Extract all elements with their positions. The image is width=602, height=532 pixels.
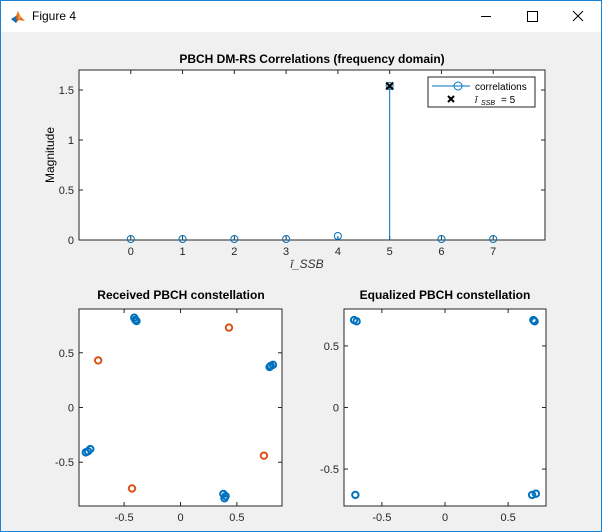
received-xtick-label: 0.5	[229, 512, 244, 524]
peak-cross-stroke	[385, 81, 394, 91]
correlation-ytick-label: 1.5	[59, 85, 74, 97]
received-point	[93, 356, 103, 365]
equalized-xtick-label: 0.5	[500, 512, 515, 524]
received-title: Received PBCH constellation	[97, 288, 264, 302]
correlation-xtick-label: 1	[179, 246, 185, 258]
correlation-xlabel-symbol: ī_SSB	[290, 257, 323, 271]
figure-canvas: PBCH DM-RS Correlations (frequency domai…	[43, 52, 547, 524]
equalized-point	[530, 317, 539, 326]
stem-marker	[178, 235, 187, 243]
legend-box	[427, 76, 536, 108]
peak-marker	[385, 81, 394, 91]
legend-circle-icon	[453, 81, 463, 91]
correlation-xlabel: ī_SSB	[290, 257, 323, 271]
equalized-xtick-label: 0	[442, 512, 448, 524]
received-point	[81, 448, 90, 457]
received-points	[81, 313, 278, 503]
correlation-xtick-label: 4	[335, 246, 341, 258]
legend-cross-icon	[447, 95, 455, 103]
received-point	[224, 323, 234, 332]
equalized-point	[531, 489, 541, 498]
correlation-xtick-label: 2	[231, 246, 237, 258]
received-point	[265, 362, 274, 372]
received-point	[127, 484, 137, 493]
minimize-button[interactable]	[463, 1, 509, 32]
received-ytick-label: 0.5	[59, 348, 74, 360]
matlab-icon	[10, 9, 26, 25]
correlation-axes[interactable]: PBCH DM-RS Correlations (frequency domai…	[43, 52, 546, 271]
correlation-xtick-label: 6	[438, 246, 444, 258]
correlation-legend[interactable]: correlations ī SSB = 5	[427, 76, 536, 108]
correlation-ytick-label: 0.5	[59, 185, 74, 197]
maximize-icon	[527, 11, 538, 22]
correlation-ylabel: Magnitude	[43, 127, 57, 183]
equalized-ytick-label: -0.5	[320, 464, 339, 476]
received-point	[131, 315, 140, 325]
correlation-xtick-label: 0	[128, 246, 134, 258]
maximize-button[interactable]	[509, 1, 555, 32]
equalized-point	[352, 317, 361, 326]
equalized-point	[527, 490, 537, 500]
equalized-ytick-label: 0	[333, 403, 339, 415]
legend-entry-correlations: correlations	[475, 82, 527, 93]
title-bar[interactable]: Figure 4	[1, 1, 601, 32]
received-xtick-label: -0.5	[115, 512, 134, 524]
correlation-xtick-label: 5	[387, 246, 393, 258]
legend-entry-issb-subscript: SSB	[481, 100, 495, 107]
stem-marker	[282, 235, 291, 243]
stem-marker	[126, 235, 135, 243]
equalized-point	[351, 490, 360, 500]
correlation-title: PBCH DM-RS Correlations (frequency domai…	[179, 52, 444, 66]
stem-marker	[230, 235, 239, 243]
received-ytick-label: 0	[68, 403, 74, 415]
received-ticks: -0.5 0 0.5 -0.5 0 0.5	[55, 309, 282, 524]
received-xtick-label: 0	[177, 512, 183, 524]
equalized-constellation-axes[interactable]: Equalized PBCH constellation -0.5 0 0.5-0.…	[320, 288, 547, 524]
close-button[interactable]	[555, 1, 601, 32]
equalized-ytick-label: 0.5	[324, 341, 339, 353]
stem-marker	[489, 235, 498, 243]
close-icon	[572, 10, 584, 22]
received-constellation-axes[interactable]: Received PBCH constellation -0.5 0 0.5-0.5…	[55, 288, 283, 524]
equalized-points	[349, 315, 541, 500]
equalized-ticks: -0.5 0 0.5 -0.5 0 0.5	[320, 309, 546, 524]
stem-marker	[385, 82, 394, 90]
correlation-y-ticks: 0 1 2 3 4 5 6 7 0 0.5 1 1.5	[59, 70, 545, 258]
correlation-ytick-label: 0	[68, 235, 74, 247]
minimize-icon	[481, 16, 491, 17]
received-point	[220, 494, 229, 503]
window-title: Figure 4	[32, 9, 77, 23]
equalized-title: Equalized PBCH constellation	[360, 288, 531, 302]
received-point	[259, 451, 269, 460]
correlation-xtick-label: 7	[490, 246, 496, 258]
equalized-xtick-label: -0.5	[372, 512, 391, 524]
correlation-ytick-label: 1	[68, 135, 74, 147]
received-ytick-label: -0.5	[55, 457, 74, 469]
stem-marker	[437, 235, 446, 243]
correlation-stems	[126, 82, 498, 243]
legend-entry-issb-value: = 5	[501, 95, 516, 106]
legend-entry-issb-symbol: ī	[475, 95, 479, 106]
stem-marker	[333, 232, 342, 240]
correlation-xtick-label: 3	[283, 246, 289, 258]
equalized-plot-area	[343, 308, 547, 507]
received-plot-area	[78, 308, 283, 507]
